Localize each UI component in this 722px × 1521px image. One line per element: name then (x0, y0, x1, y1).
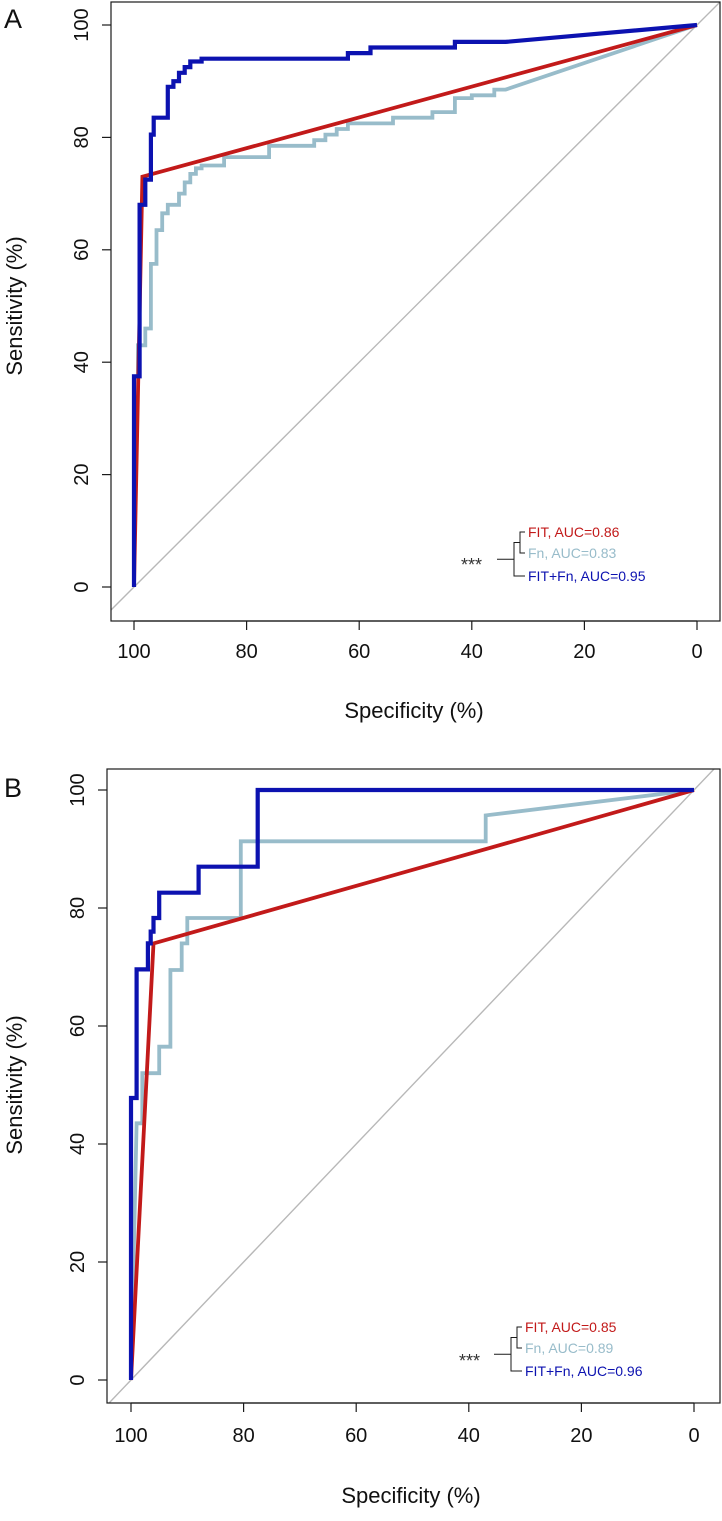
reference-diagonal (108, 769, 716, 1403)
series-line-fit-fn (128, 787, 694, 1380)
x-tick-label: 80 (235, 641, 257, 663)
x-axis-title: Specificity (%) (344, 698, 483, 723)
x-tick-label: 0 (691, 641, 702, 663)
x-tick-label: 40 (461, 641, 483, 663)
y-tick-label: 100 (71, 8, 93, 41)
x-tick-label: 80 (232, 1425, 254, 1447)
reference-diagonal (111, 2, 720, 611)
y-tick-label: 60 (67, 1015, 89, 1037)
legend-bracket-inner (519, 531, 525, 554)
x-tick-label: 100 (114, 1425, 147, 1447)
series-line-fit-fn (131, 22, 698, 587)
x-axis-title: Specificity (%) (341, 1483, 480, 1508)
legend-entry-fit-fn: FIT+Fn, AUC=0.95 (528, 568, 646, 584)
y-tick-label: 20 (71, 463, 93, 485)
y-tick-label: 0 (71, 581, 93, 592)
significance-stars: *** (461, 555, 482, 575)
legend-entry-fit-fn: FIT+Fn, AUC=0.96 (525, 1363, 643, 1379)
series-line-fn (129, 788, 695, 1381)
panel-label: A (4, 4, 22, 34)
y-axis-title: Sensitivity (%) (2, 236, 27, 375)
y-tick-label: 60 (71, 239, 93, 261)
chart-panel-a: A 100 80 60 40 20 0 0 20 40 60 80 100 Specificity (%)… (2, 1, 721, 723)
series-line-fit (132, 23, 698, 588)
legend-entry-fit: FIT, AUC=0.85 (525, 1319, 617, 1335)
y-tick-label: 100 (67, 773, 89, 806)
x-tick-label: 100 (117, 641, 150, 663)
series-line-fit (129, 788, 695, 1381)
plot-frame (110, 1, 721, 622)
x-tick-label: 20 (573, 641, 595, 663)
legend-entry-fn: Fn, AUC=0.89 (525, 1340, 614, 1356)
y-tick-label: 20 (67, 1251, 89, 1273)
legend-entry-fn: Fn, AUC=0.83 (528, 545, 617, 561)
y-tick-label: 40 (71, 351, 93, 373)
x-tick-label: 0 (688, 1425, 699, 1447)
x-tick-label: 20 (570, 1425, 592, 1447)
y-tick-label: 80 (71, 126, 93, 148)
y-tick-label: 80 (67, 897, 89, 919)
legend-bracket-inner (516, 1326, 522, 1349)
series-line-fn (132, 23, 698, 587)
y-tick-label: 40 (67, 1133, 89, 1155)
y-tick-label: 0 (67, 1374, 89, 1385)
x-tick-label: 60 (348, 641, 370, 663)
chart-panel-b: B 100 80 60 40 20 0 0 20 40 60 80 100 Specificity (%)… (2, 768, 721, 1508)
x-tick-label: 40 (458, 1425, 480, 1447)
y-axis-title: Sensitivity (%) (2, 1015, 27, 1154)
x-tick-label: 60 (345, 1425, 367, 1447)
legend-entry-fit: FIT, AUC=0.86 (528, 524, 620, 540)
significance-stars: *** (459, 1351, 480, 1371)
panel-label: B (4, 773, 22, 803)
